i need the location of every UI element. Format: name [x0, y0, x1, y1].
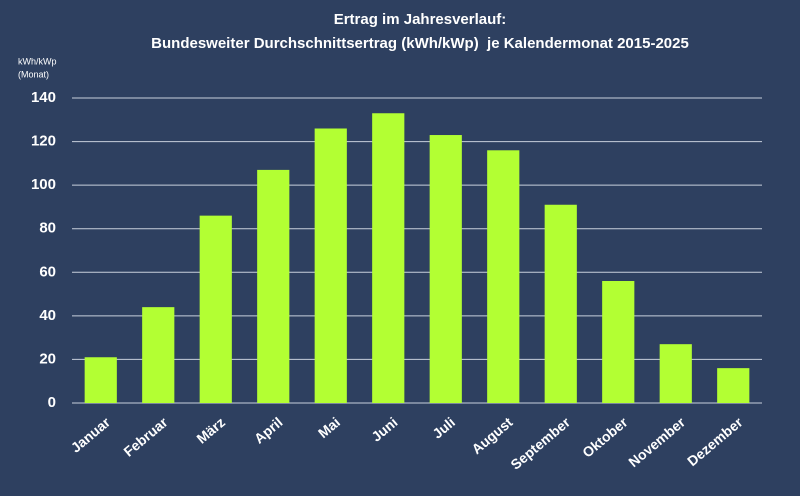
y-tick-label: 0 — [48, 394, 56, 411]
bar — [544, 204, 577, 403]
y-tick-label: 140 — [31, 89, 56, 106]
bar — [487, 150, 520, 403]
y-tick-label: 120 — [31, 133, 56, 150]
y-axis-label: (Monat) — [18, 69, 49, 79]
bar — [199, 215, 232, 403]
y-tick-label: 20 — [39, 350, 56, 367]
chart-title: Bundesweiter Durchschnittsertrag (kWh/kW… — [151, 35, 689, 52]
y-tick-label: 40 — [39, 307, 56, 324]
bar — [602, 281, 635, 403]
bar — [717, 368, 750, 403]
y-tick-label: 60 — [39, 263, 56, 280]
y-tick-label: 80 — [39, 220, 56, 237]
bar — [257, 169, 290, 403]
bar — [314, 128, 347, 403]
bar — [429, 135, 462, 404]
bar — [142, 307, 175, 403]
y-axis-label: kWh/kWp — [18, 56, 57, 66]
chart-title: Ertrag im Jahresverlauf: — [334, 11, 507, 28]
bar — [659, 344, 692, 403]
bar — [372, 113, 405, 403]
y-tick-label: 100 — [31, 176, 56, 193]
bar — [84, 357, 117, 403]
